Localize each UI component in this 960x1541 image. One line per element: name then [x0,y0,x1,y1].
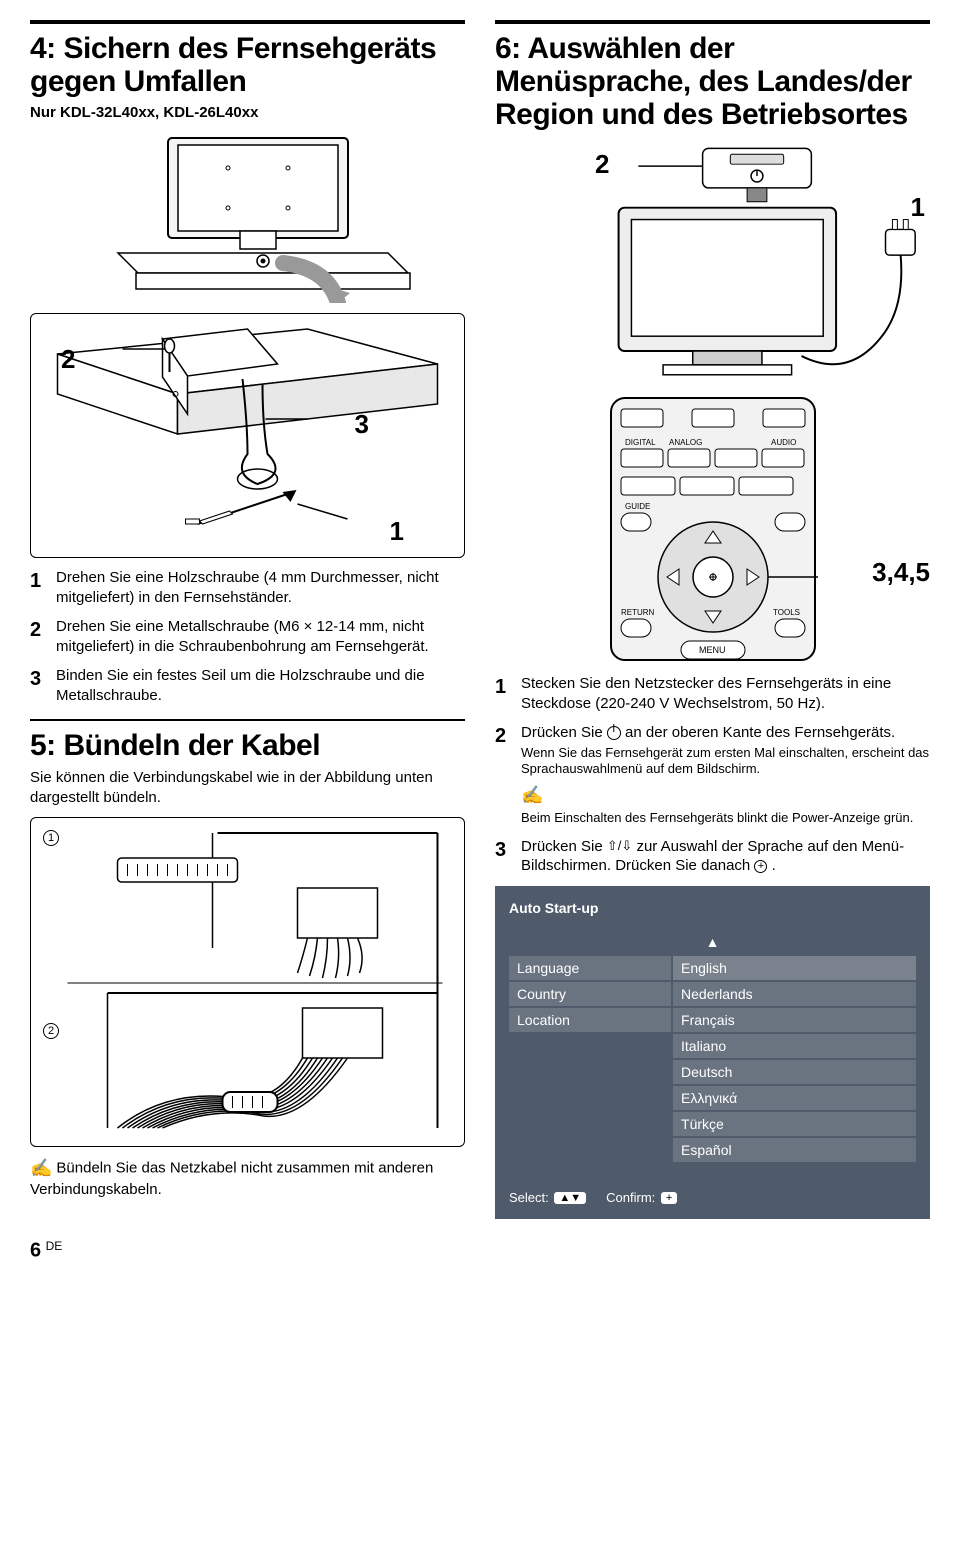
cable-bundle-fig: 1 2 [30,817,465,1147]
page-number: 6 [30,1239,41,1261]
section-5-title: 5: Bündeln der Kabel [30,729,465,762]
keycap-updown: ▲▼ [554,1192,586,1204]
menu-up-arrow: ▲ [509,932,916,956]
remote-fig-wrap: DIGITAL ANALOG AUDIO GUIDE [495,397,930,662]
callout-1: 1 [390,516,404,547]
menu-value: English [673,956,916,980]
menu-value: Türkçe [673,1112,916,1136]
circled-2: 2 [43,1023,59,1039]
page-lang: DE [46,1239,63,1253]
step-num: 2 [30,617,48,656]
step-text: Drehen Sie eine Metallschraube (M6 × 12-… [56,617,465,656]
menu-value: Eλληvικά [673,1086,916,1110]
tv-plug-fig: 2 1 [495,137,930,397]
step-sub: Wenn Sie das Fernsehgerät zum ersten Mal… [521,745,930,779]
menu-select: Select: ▲▼ [509,1190,586,1205]
step-note: ✍ [521,784,930,807]
svg-text:ANALOG: ANALOG [669,438,702,447]
section-4-steps: 1Drehen Sie eine Holzschraube (4 mm Durc… [30,568,465,705]
step-text: Binden Sie ein festes Seil um die Holzsc… [56,666,465,705]
menu-item: Language [509,956,671,980]
menu-value: Italiano [673,1034,916,1058]
menu-value: Español [673,1138,916,1162]
rule [30,719,465,721]
right-column: 6: Auswählen der Menüsprache, des Landes… [495,20,930,1219]
section-4-sub: Nur KDL-32L40xx, KDL-26L40xx [30,104,465,121]
rule [495,20,930,24]
section-6-title: 6: Auswählen der Menüsprache, des Landes… [495,32,930,131]
svg-text:MENU: MENU [699,645,726,655]
step-text: Stecken Sie den Netzstecker des Fernsehg… [521,675,891,712]
step-num: 1 [495,674,513,713]
section-5-note: ✍Bündeln Sie das Netzkabel nicht zusamme… [30,1157,465,1200]
svg-text:RETURN: RETURN [621,608,655,617]
keycap-enter: + [661,1192,677,1204]
tv-secure-fig-1 [78,133,418,303]
callout-1: 1 [911,192,925,223]
step-num: 3 [30,666,48,705]
step-text: Drücken Sie ⇧/⇩ zur Auswahl der Sprache … [521,838,904,875]
power-icon [607,726,621,740]
step-num: 2 [495,723,513,827]
callout-345: 3,4,5 [872,557,930,588]
step-note-text: Beim Einschalten des Fernsehgeräts blink… [521,810,930,827]
callout-3: 3 [355,409,369,440]
menu-confirm: Confirm: + [606,1190,677,1205]
rule [30,20,465,24]
onscreen-menu: Auto Start-up ▲ LanguageEnglish CountryN… [495,886,930,1219]
note-icon: ✍ [521,785,543,805]
callout-2: 2 [595,149,609,180]
remote-fig: DIGITAL ANALOG AUDIO GUIDE [573,397,853,662]
step-num: 1 [30,568,48,607]
menu-item: Location [509,1008,671,1032]
left-column: 4: Sichern des Fernsehgeräts gegen Umfal… [30,20,465,1219]
svg-text:TOOLS: TOOLS [773,608,800,617]
enter-icon: + [754,860,767,873]
circled-1: 1 [43,830,59,846]
menu-item: Country [509,982,671,1006]
step-text: Drehen Sie eine Holzschraube (4 mm Durch… [56,568,465,607]
svg-text:GUIDE: GUIDE [625,502,650,511]
tv-secure-fig-2-box: 2 3 1 [30,313,465,558]
menu-value: Deutsch [673,1060,916,1084]
up-down-icon: ⇧/⇩ [607,838,632,855]
step-num: 3 [495,837,513,876]
svg-text:DIGITAL: DIGITAL [625,438,656,447]
section-5-lead: Sie können die Verbindungskabel wie in d… [30,768,465,807]
menu-value: Français [673,1008,916,1032]
step-text: Drücken Sie an der oberen Kante des Fern… [521,724,895,741]
menu-title: Auto Start-up [509,900,916,916]
page-footer: 6 DE [30,1239,930,1262]
section-6-steps: 1 Stecken Sie den Netzstecker des Fernse… [495,674,930,876]
menu-value: Nederlands [673,982,916,1006]
svg-text:AUDIO: AUDIO [771,438,796,447]
callout-2: 2 [61,344,75,375]
note-icon: ✍ [30,1158,52,1178]
section-4-title: 4: Sichern des Fernsehgeräts gegen Umfal… [30,32,465,98]
